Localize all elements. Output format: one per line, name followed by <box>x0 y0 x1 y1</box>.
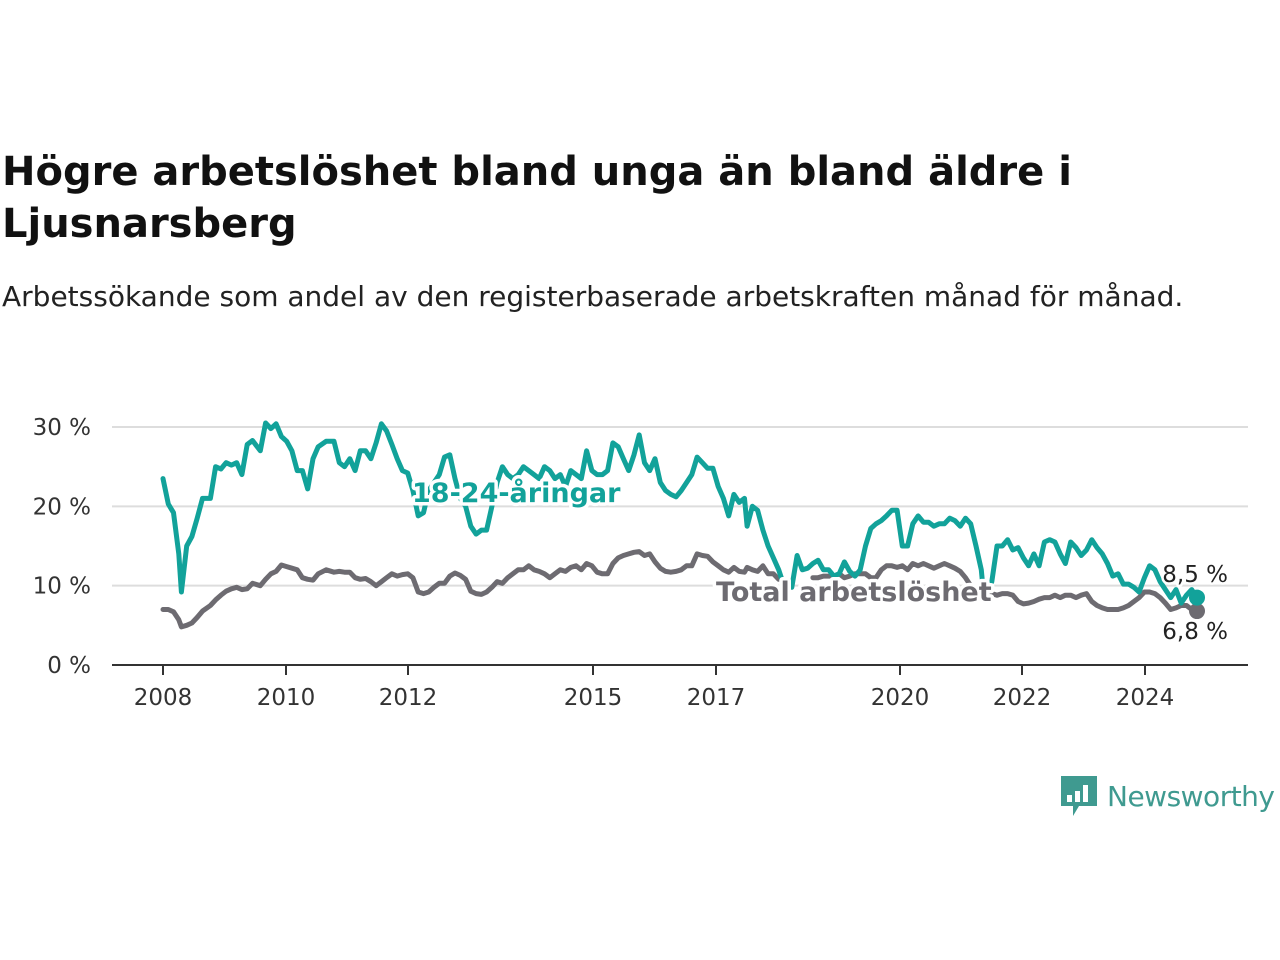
brand-name: Newsworthy <box>1107 779 1275 813</box>
y-tick-label: 10 % <box>33 574 91 600</box>
series-label-total: Total arbetslöshet <box>716 577 992 608</box>
x-tick-label: 2010 <box>257 685 316 711</box>
series-labels: 18-24-åringar Total arbetslöshet 8,5 % 6,8 … <box>409 474 1231 648</box>
y-tick-label: 20 % <box>33 494 91 520</box>
series-line-youth <box>160 420 787 595</box>
x-tick-label: 2008 <box>134 685 193 711</box>
series-line-total-late <box>810 561 1200 614</box>
chart-subtitle: Arbetssökande som andel av den registerb… <box>2 280 1184 313</box>
newsworthy-logo: Newsworthy <box>1059 774 1275 818</box>
x-tick-label: 2022 <box>993 685 1052 711</box>
y-axis-ticks: 0 % 10 % 20 % 30 % <box>33 415 91 679</box>
series-lines <box>160 420 1205 630</box>
end-point-youth <box>1189 589 1205 606</box>
y-tick-label: 30 % <box>33 415 91 441</box>
x-tick-label: 2015 <box>564 685 623 711</box>
gridlines <box>112 426 1248 587</box>
y-tick-label: 0 % <box>47 653 91 679</box>
newsworthy-logo-icon <box>1061 776 1097 816</box>
x-tick-label: 2020 <box>871 685 930 711</box>
x-axis-ticks: 2008 2010 2012 2015 2017 2020 2022 2024 <box>134 665 1175 711</box>
x-tick-label: 2012 <box>379 685 438 711</box>
end-label-total: 6,8 % <box>1162 619 1228 645</box>
x-tick-label: 2017 <box>687 685 746 711</box>
end-point-total <box>1189 603 1205 620</box>
series-line-youth-late <box>789 507 1200 606</box>
line-chart: 0 % 10 % 20 % 30 % 2008 2010 2012 2015 2017 2020… <box>33 415 1248 711</box>
chart-title: Högre arbetslöshet bland unga än bland ä… <box>2 149 1072 247</box>
end-label-youth: 8,5 % <box>1162 562 1228 588</box>
series-label-youth: 18-24-åringar <box>412 477 621 509</box>
series-line-total <box>160 549 782 630</box>
x-tick-label: 2024 <box>1116 685 1175 711</box>
